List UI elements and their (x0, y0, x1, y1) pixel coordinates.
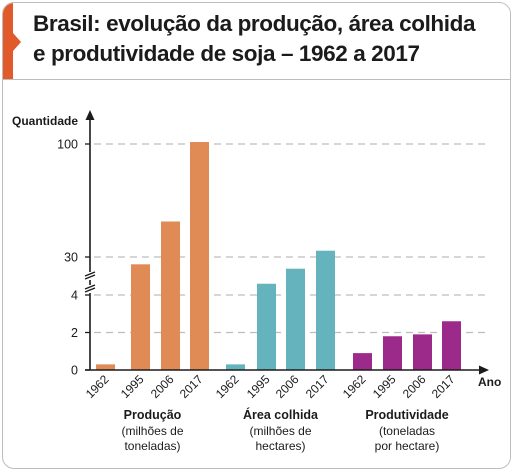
title-accent-bar (3, 3, 13, 79)
chart-title: Brasil: evolução da produção, área colhi… (33, 9, 503, 69)
y-tick-label: 100 (57, 138, 78, 152)
x-tick-label: 1962 (340, 372, 369, 401)
bar-produtividade-1995 (383, 336, 402, 370)
axis-break-gap (84, 272, 96, 280)
chart-title-line-1: Brasil: evolução da produção, área colhi… (33, 11, 476, 36)
bar-producao-2006 (161, 221, 180, 370)
x-tick-label: 2017 (177, 372, 206, 401)
x-tick-label: 1995 (118, 372, 147, 401)
y-tick-label: 2 (71, 326, 78, 340)
x-tick-label: 2006 (148, 372, 177, 401)
x-tick-label: 1962 (83, 372, 112, 401)
bar-produtividade-2006 (413, 334, 432, 370)
y-tick-label: 0 (71, 364, 78, 378)
title-accent-notch (13, 33, 21, 51)
group-sublabel-produtividade: (toneladas (379, 424, 435, 438)
title-bar: Brasil: evolução da produção, área colhi… (3, 3, 510, 80)
x-axis-arrow (479, 365, 489, 375)
axis-break-mark (84, 287, 96, 293)
bar-producao-2017 (190, 142, 209, 370)
x-tick-label: 2017 (429, 372, 458, 401)
group-label-produtividade: Produtividade (365, 408, 448, 422)
x-tick-label: 2006 (273, 372, 302, 401)
y-axis-arrow (85, 110, 95, 120)
group-sublabel-producao: (milhões de (121, 424, 183, 438)
bar-area-2006 (286, 268, 305, 370)
chart-title-line-2: e produtividade de soja – 1962 a 2017 (33, 41, 420, 66)
x-tick-label: 1995 (370, 372, 399, 401)
bar-producao-1962 (96, 364, 115, 370)
bar-produtividade-2017 (442, 321, 461, 370)
x-tick-label: 1995 (244, 372, 273, 401)
x-tick-label: 2017 (303, 372, 332, 401)
y-tick-label: 30 (64, 251, 78, 265)
bar-area-2017 (316, 250, 335, 370)
axis-break-gap (84, 285, 96, 293)
x-axis-title: Ano (478, 375, 501, 389)
y-tick-label: 4 (71, 289, 78, 303)
group-label-producao: Produção (124, 408, 182, 422)
group-sublabel-area: (milhões de (249, 424, 311, 438)
group-sublabel-area: hectares) (255, 439, 305, 453)
x-tick-label: 1962 (213, 372, 242, 401)
bar-area-1995 (257, 283, 276, 370)
group-label-area: Área colhida (243, 407, 319, 422)
bar-area-1962 (226, 364, 245, 370)
bar-producao-1995 (131, 264, 150, 370)
y-axis-title: Quantidade (12, 114, 78, 128)
group-sublabel-produtividade: por hectare) (375, 439, 440, 453)
group-sublabel-producao: toneladas) (124, 439, 180, 453)
axis-break-mark (84, 271, 96, 277)
x-tick-label: 2006 (400, 372, 429, 401)
axis-break-mark (84, 284, 96, 290)
axis-break-mark (84, 274, 96, 280)
bar-produtividade-1962 (353, 353, 372, 370)
